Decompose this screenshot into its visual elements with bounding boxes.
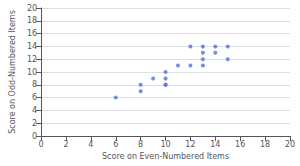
- svg-text:8: 8: [138, 140, 143, 149]
- svg-text:2: 2: [63, 140, 68, 149]
- svg-text:0: 0: [39, 140, 44, 149]
- svg-text:16: 16: [27, 29, 37, 38]
- svg-text:14: 14: [27, 42, 37, 51]
- svg-text:4: 4: [88, 140, 93, 149]
- svg-text:6: 6: [32, 93, 37, 102]
- svg-text:12: 12: [27, 55, 37, 64]
- svg-text:18: 18: [260, 140, 270, 149]
- svg-text:4: 4: [32, 106, 37, 115]
- svg-text:Score on Odd-Numbered Items: Score on Odd-Numbered Items: [8, 10, 17, 134]
- svg-text:18: 18: [27, 16, 37, 25]
- svg-text:8: 8: [32, 80, 37, 89]
- svg-text:10: 10: [27, 68, 37, 77]
- svg-text:10: 10: [160, 140, 170, 149]
- svg-text:20: 20: [285, 140, 295, 149]
- svg-text:Score on Even-Numbered Items: Score on Even-Numbered Items: [102, 152, 229, 161]
- svg-text:12: 12: [185, 140, 195, 149]
- svg-text:6: 6: [113, 140, 118, 149]
- svg-text:20: 20: [27, 4, 37, 13]
- svg-text:14: 14: [210, 140, 220, 149]
- svg-text:16: 16: [235, 140, 245, 149]
- svg-text:2: 2: [32, 119, 37, 128]
- svg-text:0: 0: [32, 132, 37, 141]
